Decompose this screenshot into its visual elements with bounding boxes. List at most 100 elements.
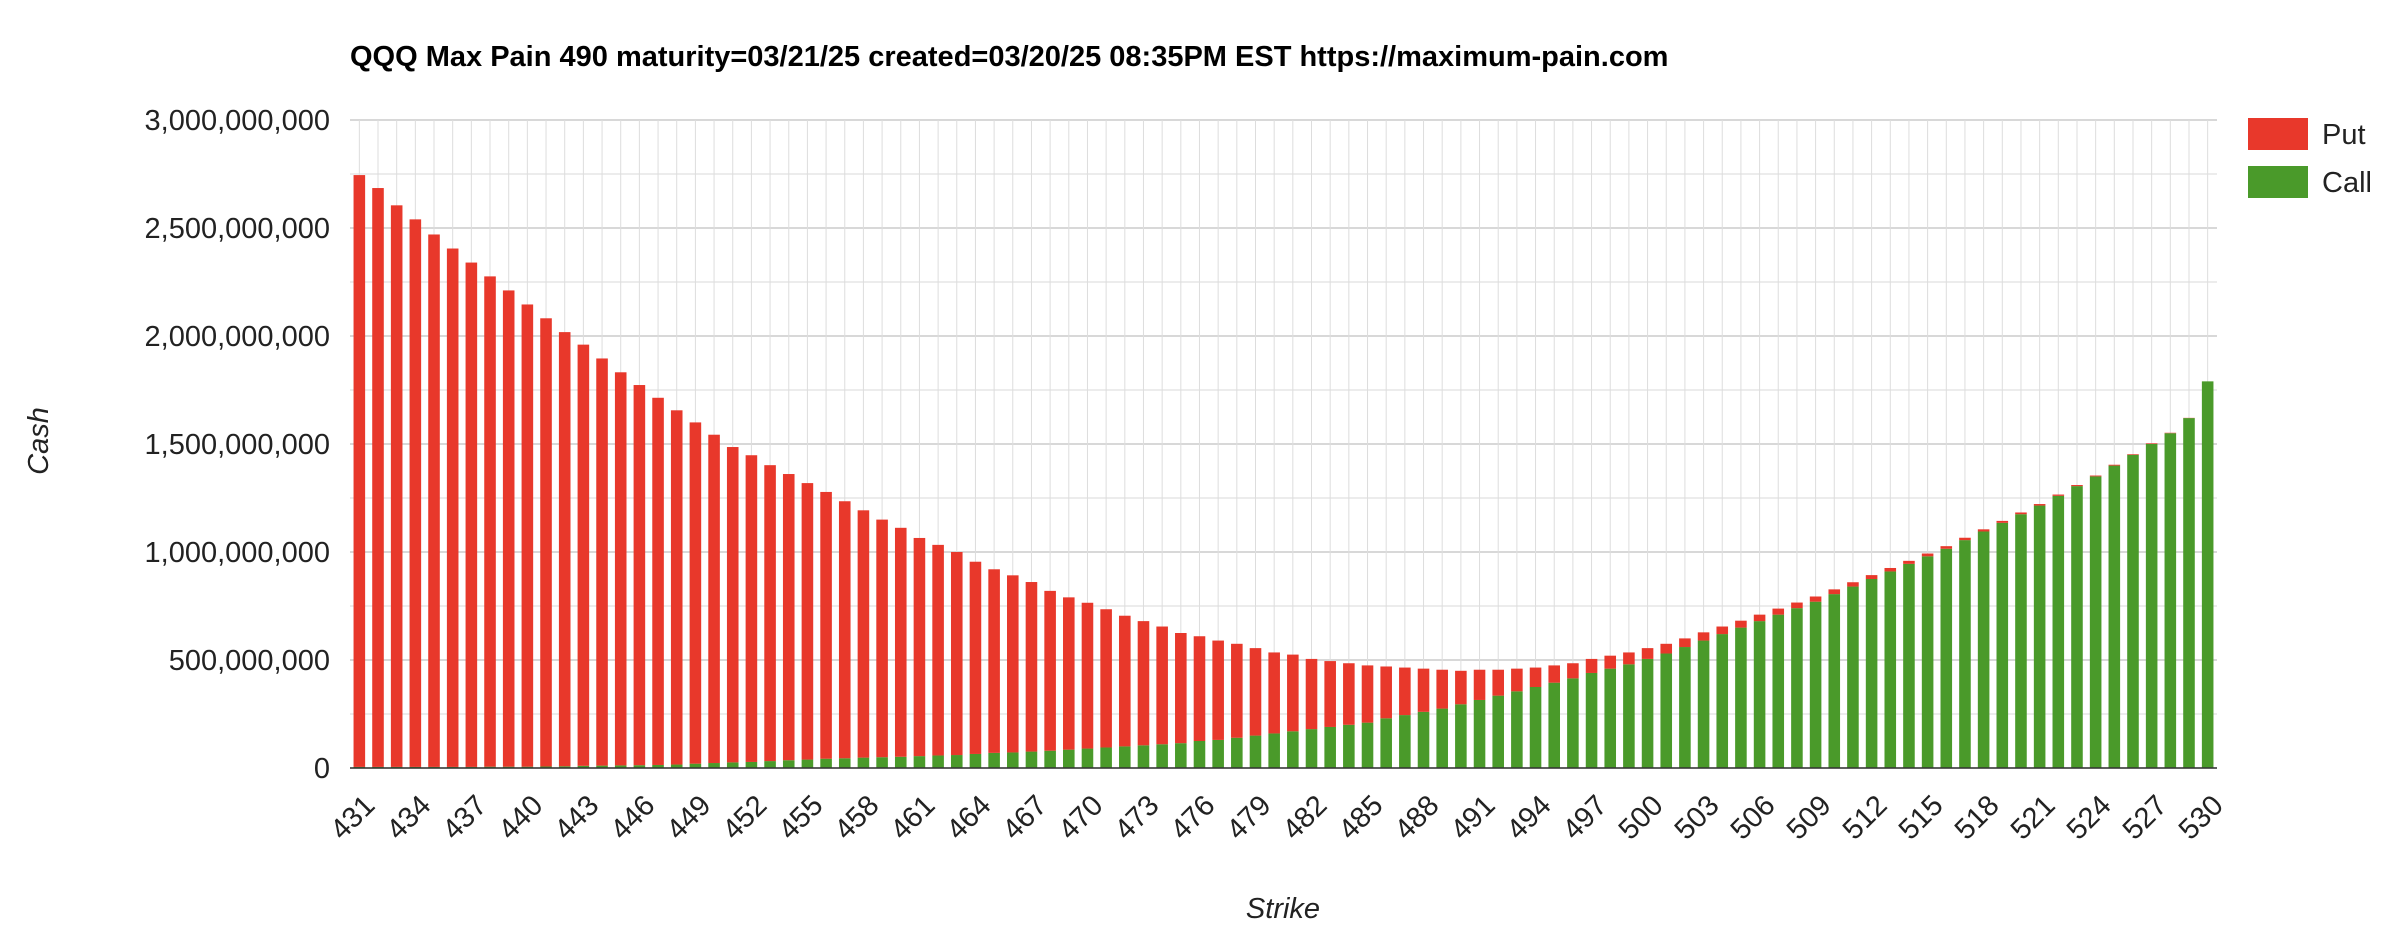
bar-put-470 bbox=[1081, 602, 1094, 749]
bar-put-442 bbox=[558, 332, 571, 767]
bar-put-524 bbox=[2089, 475, 2102, 477]
bar-put-439 bbox=[502, 290, 515, 767]
bar-put-501 bbox=[1660, 643, 1673, 654]
bar-put-476 bbox=[1193, 636, 1206, 741]
bar-put-450 bbox=[708, 434, 720, 764]
bar-put-472 bbox=[1119, 615, 1131, 747]
bar-call-466 bbox=[1006, 752, 1019, 768]
bar-put-502 bbox=[1679, 638, 1691, 648]
x-tick-label: 512 bbox=[1837, 789, 1894, 846]
bar-call-521 bbox=[2033, 505, 2046, 768]
bar-put-527 bbox=[2145, 443, 2158, 444]
bar-put-519 bbox=[1996, 520, 2009, 523]
x-tick-label: 482 bbox=[1277, 789, 1334, 846]
bar-put-473 bbox=[1137, 621, 1150, 746]
bar-put-454 bbox=[782, 474, 795, 761]
bar-put-497 bbox=[1585, 658, 1598, 673]
bar-call-527 bbox=[2145, 444, 2158, 768]
bar-put-461 bbox=[913, 537, 926, 757]
bar-put-526 bbox=[2127, 454, 2139, 455]
bar-put-436 bbox=[446, 248, 459, 767]
x-tick-label: 491 bbox=[1445, 789, 1502, 846]
bar-call-468 bbox=[1044, 750, 1056, 768]
bar-put-496 bbox=[1567, 663, 1579, 679]
bar-put-512 bbox=[1865, 575, 1878, 579]
bar-put-494 bbox=[1529, 667, 1542, 687]
bar-put-495 bbox=[1548, 665, 1561, 683]
x-tick-label: 494 bbox=[1501, 789, 1558, 846]
bar-call-458 bbox=[857, 757, 870, 768]
bar-call-512 bbox=[1865, 579, 1878, 768]
bar-call-477 bbox=[1212, 739, 1224, 768]
bar-call-451 bbox=[726, 762, 739, 768]
bar-call-502 bbox=[1679, 647, 1691, 768]
y-tick-label: 1,000,000,000 bbox=[145, 537, 330, 569]
x-tick-label: 467 bbox=[997, 789, 1054, 846]
bar-put-477 bbox=[1212, 640, 1224, 740]
bar-call-482 bbox=[1305, 729, 1318, 768]
bar-call-484 bbox=[1343, 724, 1355, 768]
bar-call-506 bbox=[1753, 621, 1766, 768]
bar-put-508 bbox=[1791, 602, 1803, 609]
bar-call-503 bbox=[1697, 640, 1710, 768]
y-tick-label: 2,500,000,000 bbox=[145, 213, 330, 245]
x-tick-label: 515 bbox=[1893, 789, 1950, 846]
x-tick-label: 443 bbox=[549, 789, 606, 846]
bar-put-498 bbox=[1604, 655, 1617, 669]
bar-put-486 bbox=[1380, 666, 1392, 719]
bar-put-466 bbox=[1006, 575, 1019, 753]
bar-call-485 bbox=[1361, 722, 1374, 768]
bar-call-455 bbox=[801, 759, 814, 768]
bar-put-488 bbox=[1417, 668, 1430, 712]
bar-call-457 bbox=[838, 758, 851, 768]
bar-put-468 bbox=[1044, 590, 1056, 751]
bar-put-511 bbox=[1847, 582, 1859, 587]
bar-call-483 bbox=[1324, 726, 1336, 768]
y-ticks: 0 500,000,000 1,000,000,000 1,500,000,000 2,… bbox=[145, 105, 330, 785]
x-tick-label: 479 bbox=[1221, 789, 1278, 846]
bar-call-507 bbox=[1772, 614, 1785, 768]
bar-call-498 bbox=[1604, 668, 1617, 768]
bar-put-492 bbox=[1492, 669, 1504, 696]
bar-put-520 bbox=[2015, 512, 2027, 515]
x-tick-label: 452 bbox=[717, 789, 774, 846]
bar-put-510 bbox=[1828, 589, 1841, 595]
bar-put-504 bbox=[1716, 626, 1729, 635]
x-tick-label: 476 bbox=[1165, 789, 1222, 846]
bar-call-508 bbox=[1791, 608, 1803, 768]
bar-put-479 bbox=[1249, 648, 1262, 736]
bar-call-495 bbox=[1548, 682, 1561, 768]
bar-call-475 bbox=[1175, 743, 1187, 768]
bar-call-479 bbox=[1249, 735, 1262, 768]
bar-put-458 bbox=[857, 510, 870, 758]
bar-put-523 bbox=[2071, 485, 2083, 487]
bar-put-516 bbox=[1940, 546, 1953, 549]
bar-call-453 bbox=[764, 761, 776, 768]
x-tick-label: 506 bbox=[1725, 789, 1782, 846]
bars bbox=[353, 175, 2214, 768]
bar-put-483 bbox=[1324, 661, 1336, 727]
bar-call-526 bbox=[2127, 454, 2139, 768]
bar-call-481 bbox=[1287, 731, 1299, 768]
bar-put-460 bbox=[894, 527, 907, 757]
bar-put-455 bbox=[801, 483, 814, 760]
bar-call-454 bbox=[782, 760, 795, 768]
bar-put-449 bbox=[689, 422, 702, 764]
bar-call-493 bbox=[1511, 691, 1523, 768]
grid bbox=[350, 119, 2217, 769]
bar-call-525 bbox=[2108, 465, 2121, 768]
bar-call-459 bbox=[876, 757, 888, 768]
x-tick-label: 497 bbox=[1557, 789, 1614, 846]
bar-call-448 bbox=[670, 764, 683, 768]
y-tick-label: 3,000,000,000 bbox=[145, 105, 330, 137]
bar-call-447 bbox=[652, 764, 664, 768]
bar-put-435 bbox=[428, 234, 440, 767]
bar-call-462 bbox=[932, 755, 944, 768]
bar-put-431 bbox=[353, 175, 366, 767]
bar-call-464 bbox=[969, 753, 982, 768]
bar-put-514 bbox=[1903, 560, 1915, 564]
bar-call-474 bbox=[1156, 744, 1168, 768]
bar-put-490 bbox=[1455, 670, 1467, 705]
y-tick-label: 1,500,000,000 bbox=[145, 429, 330, 461]
y-axis-title: Cash bbox=[23, 407, 55, 475]
